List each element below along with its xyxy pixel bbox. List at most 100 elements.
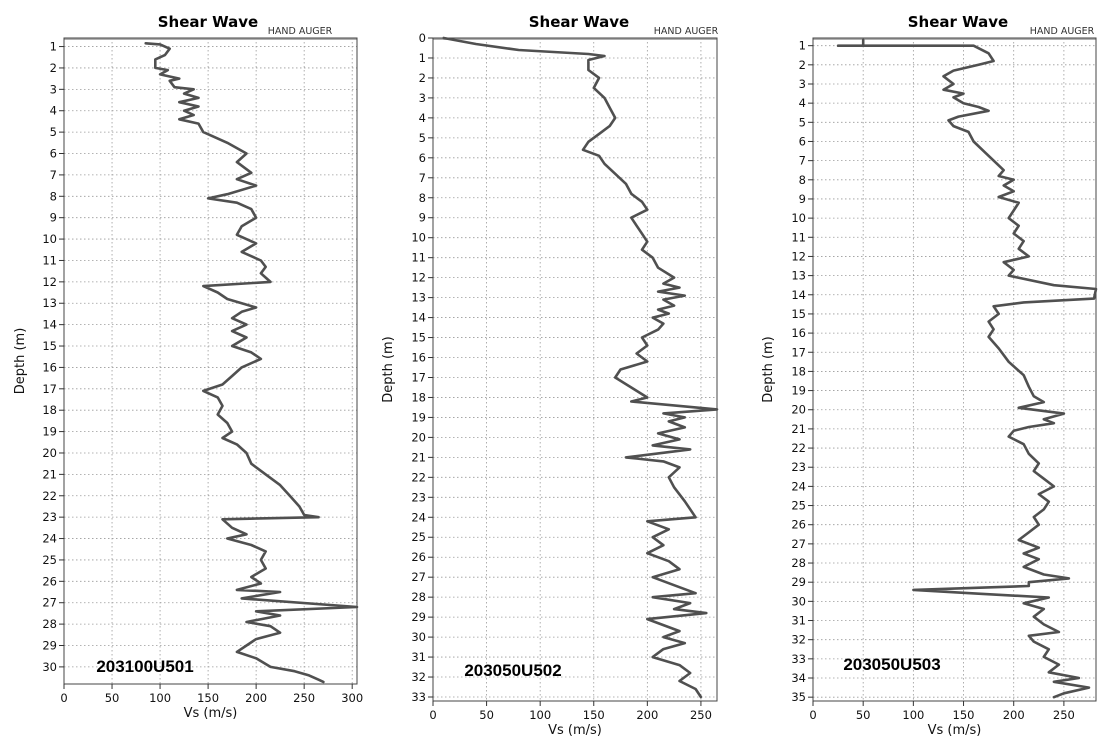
y-tick-label: 6 (419, 151, 426, 165)
y-tick-label: 32 (411, 670, 426, 684)
y-tick-label: 31 (411, 650, 426, 664)
hand-auger-label: HAND AUGER (1030, 26, 1095, 37)
x-tick-label: 0 (429, 708, 436, 722)
y-tick-label: 7 (50, 168, 57, 182)
y-axis-label: Depth (m) (761, 336, 776, 403)
y-tick-label: 16 (411, 351, 426, 365)
y-tick-label: 27 (42, 596, 57, 610)
x-axis-label: Vs (m/s) (928, 723, 982, 738)
y-tick-label: 3 (50, 82, 57, 96)
y-tick-label: 25 (411, 530, 426, 544)
y-tick-label: 17 (411, 370, 426, 384)
x-axis-label: Vs (m/s) (184, 706, 238, 721)
y-tick-label: 7 (419, 171, 426, 185)
y-tick-label: 2 (50, 61, 57, 75)
panel-2: 0 50 100 150 200 2500123456789101112131415161… (381, 13, 719, 738)
y-tick-label: 15 (42, 339, 57, 353)
x-tick-label: 50 (105, 691, 120, 705)
y-axis-label: Depth (m) (381, 336, 396, 403)
y-tick-label: 24 (42, 532, 57, 546)
y-tick-label: 20 (791, 403, 806, 417)
y-tick-label: 18 (42, 403, 57, 417)
y-tick-label: 9 (799, 192, 806, 206)
x-tick-label: 100 (902, 708, 924, 722)
y-tick-label: 23 (42, 510, 57, 524)
chart-title: Shear Wave (908, 13, 1008, 31)
shear-wave-velocity-trace (836, 38, 1098, 699)
panel-1: 0 50 100 150 200 250 3001234567891011121314151… (13, 13, 363, 721)
y-tick-label: 28 (42, 617, 57, 631)
y-tick-label: 2 (419, 71, 426, 85)
y-tick-label: 21 (411, 450, 426, 464)
y-tick-label: 2 (799, 58, 806, 72)
x-tick-label: 250 (1053, 708, 1075, 722)
y-axis-label: Depth (m) (13, 328, 28, 395)
y-tick-label: 29 (42, 638, 57, 652)
x-tick-label: 200 (636, 708, 658, 722)
x-tick-label: 150 (583, 708, 605, 722)
y-tick-label: 20 (42, 446, 57, 460)
x-tick-label: 250 (690, 708, 712, 722)
y-tick-label: 9 (419, 211, 426, 225)
y-tick-label: 14 (42, 318, 57, 332)
y-tick-label: 27 (791, 537, 806, 551)
y-tick-label: 10 (791, 211, 806, 225)
y-tick-label: 16 (791, 326, 806, 340)
y-tick-label: 21 (42, 467, 57, 481)
y-tick-label: 27 (411, 570, 426, 584)
y-tick-label: 25 (791, 499, 806, 513)
y-tick-label: 9 (50, 211, 57, 225)
borehole-id-label: 203050U503 (843, 655, 940, 674)
y-tick-label: 35 (791, 690, 806, 704)
shear-wave-velocity-trace (144, 41, 359, 684)
y-tick-label: 8 (50, 189, 57, 203)
y-tick-label: 30 (791, 594, 806, 608)
plot-frame (63, 37, 358, 685)
y-tick-label: 17 (791, 345, 806, 359)
y-tick-label: 4 (50, 104, 57, 118)
y-tick-label: 7 (799, 154, 806, 168)
x-tick-label: 200 (245, 691, 267, 705)
y-tick-label: 12 (411, 271, 426, 285)
y-tick-label: 29 (791, 575, 806, 589)
borehole-id-label: 203100U501 (96, 657, 193, 676)
y-tick-label: 13 (411, 291, 426, 305)
y-tick-label: 14 (411, 311, 426, 325)
y-tick-label: 23 (791, 460, 806, 474)
y-tick-label: 15 (791, 307, 806, 321)
y-tick-label: 21 (791, 422, 806, 436)
y-tick-label: 19 (42, 425, 57, 439)
y-tick-label: 5 (799, 115, 806, 129)
x-tick-label: 100 (529, 708, 551, 722)
y-tick-label: 28 (791, 556, 806, 570)
x-tick-label: 250 (293, 691, 315, 705)
y-tick-label: 11 (411, 251, 426, 265)
y-tick-label: 18 (791, 364, 806, 378)
y-tick-label: 11 (42, 253, 57, 267)
y-tick-label: 3 (799, 77, 806, 91)
y-tick-label: 16 (42, 360, 57, 374)
y-tick-label: 0 (419, 31, 426, 45)
shear-wave-velocity-trace (442, 36, 719, 699)
y-tick-label: 15 (411, 331, 426, 345)
y-tick-label: 28 (411, 590, 426, 604)
y-tick-label: 30 (42, 660, 57, 674)
y-tick-label: 26 (411, 550, 426, 564)
y-tick-label: 13 (42, 296, 57, 310)
y-tick-label: 19 (791, 384, 806, 398)
plot-frame (812, 37, 1097, 702)
y-tick-label: 12 (42, 275, 57, 289)
y-tick-label: 30 (411, 630, 426, 644)
chart-title: Shear Wave (529, 13, 629, 31)
y-tick-label: 4 (419, 111, 426, 125)
y-tick-label: 4 (799, 96, 806, 110)
y-tick-label: 5 (419, 131, 426, 145)
y-tick-label: 10 (411, 231, 426, 245)
y-tick-label: 10 (42, 232, 57, 246)
x-tick-label: 300 (341, 691, 363, 705)
y-tick-label: 3 (419, 91, 426, 105)
y-tick-label: 26 (791, 518, 806, 532)
x-tick-label: 200 (1003, 708, 1025, 722)
y-tick-label: 1 (50, 40, 57, 54)
